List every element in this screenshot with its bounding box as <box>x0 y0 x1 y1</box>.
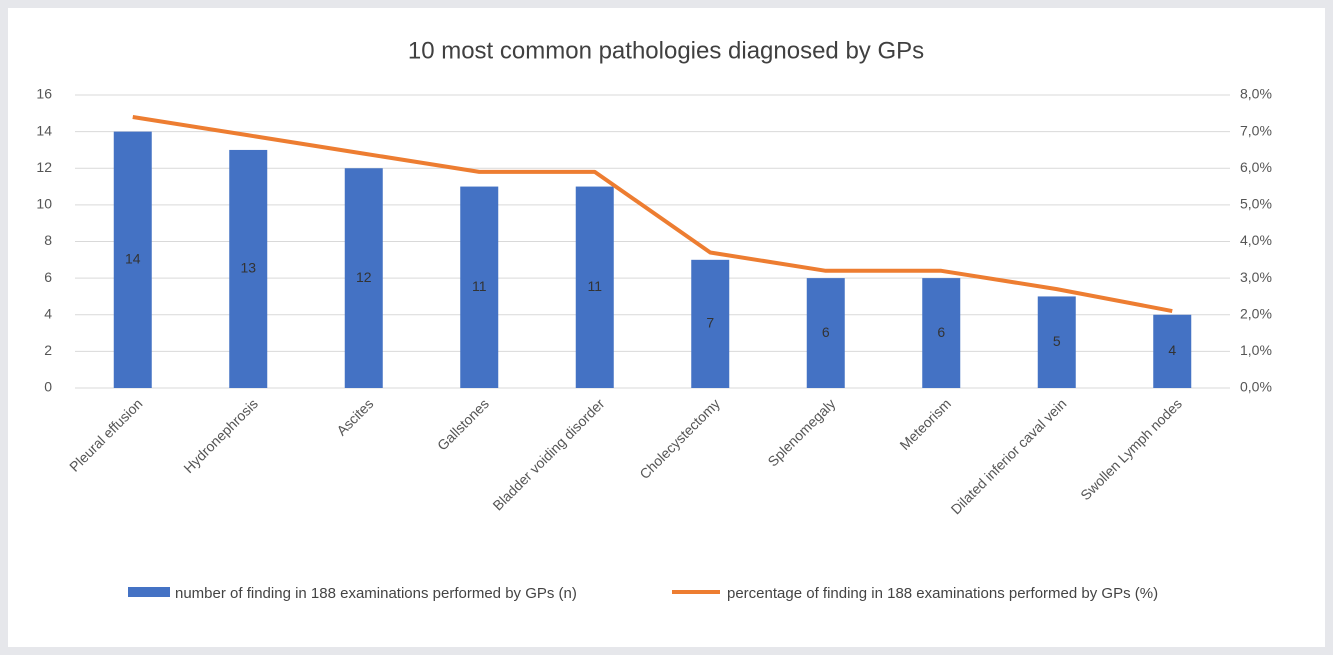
bar <box>691 259 730 388</box>
x-tick-label: Hydronephrosis <box>180 395 261 476</box>
data-label: 12 <box>356 269 372 285</box>
x-tick-label: Cholecystectomy <box>636 395 723 482</box>
y2-tick-label: 2,0% <box>1240 305 1272 321</box>
y2-tick-label: 7,0% <box>1240 122 1272 138</box>
data-label: 13 <box>240 260 256 276</box>
x-tick-label: Swollen Lymph nodes <box>1077 395 1185 503</box>
y2-tick-label: 1,0% <box>1240 342 1272 358</box>
bar <box>1153 314 1192 388</box>
frame <box>8 8 1325 647</box>
y-tick-label: 4 <box>44 305 52 321</box>
y-tick-label: 10 <box>36 196 52 212</box>
y2-tick-label: 5,0% <box>1240 196 1272 212</box>
data-label: 11 <box>472 278 487 294</box>
legend-label: percentage of finding in 188 examination… <box>727 585 1159 602</box>
legend-label: number of finding in 188 examinations pe… <box>175 585 577 602</box>
chart-title: 10 most common pathologies diagnosed by … <box>408 37 924 64</box>
x-tick-label: Bladder voiding disorder <box>489 395 607 513</box>
y-tick-label: 14 <box>36 122 52 138</box>
bar <box>460 186 499 388</box>
y-tick-label: 2 <box>44 342 52 358</box>
data-label: 6 <box>937 324 945 340</box>
data-label: 6 <box>822 324 830 340</box>
x-tick-label: Gallstones <box>434 395 492 453</box>
y2-tick-label: 4,0% <box>1240 232 1272 248</box>
data-label: 11 <box>587 278 602 294</box>
bar <box>1037 296 1076 388</box>
legend-swatch-bar <box>128 587 170 597</box>
x-tick-label: Dilated inferior caval vein <box>948 395 1070 517</box>
data-label: 14 <box>125 251 141 267</box>
line <box>132 114 1173 314</box>
bar <box>806 278 845 388</box>
y2-tick-label: 6,0% <box>1240 159 1272 175</box>
bar <box>344 168 383 388</box>
x-tick-label: Splenomegaly <box>764 395 838 469</box>
legend-swatch-line <box>672 590 720 594</box>
y-tick-label: 8 <box>44 232 52 248</box>
bar <box>575 186 614 388</box>
y-tick-label: 12 <box>36 159 52 175</box>
y2-tick-label: 8,0% <box>1240 86 1272 102</box>
y-tick-label: 0 <box>44 379 52 395</box>
data-label: 5 <box>1053 333 1061 349</box>
x-tick-label: Pleural effusion <box>66 395 145 474</box>
data-label: 7 <box>706 315 714 331</box>
bar <box>113 131 152 388</box>
y-tick-label: 6 <box>44 269 52 285</box>
y-tick-label: 16 <box>36 86 52 102</box>
bar <box>229 149 268 388</box>
y2-tick-label: 3,0% <box>1240 269 1272 285</box>
data-label: 4 <box>1168 342 1176 358</box>
x-tick-label: Ascites <box>333 395 376 438</box>
y2-tick-label: 0,0% <box>1240 379 1272 395</box>
bar <box>922 278 961 388</box>
x-tick-label: Meteorism <box>896 395 954 453</box>
